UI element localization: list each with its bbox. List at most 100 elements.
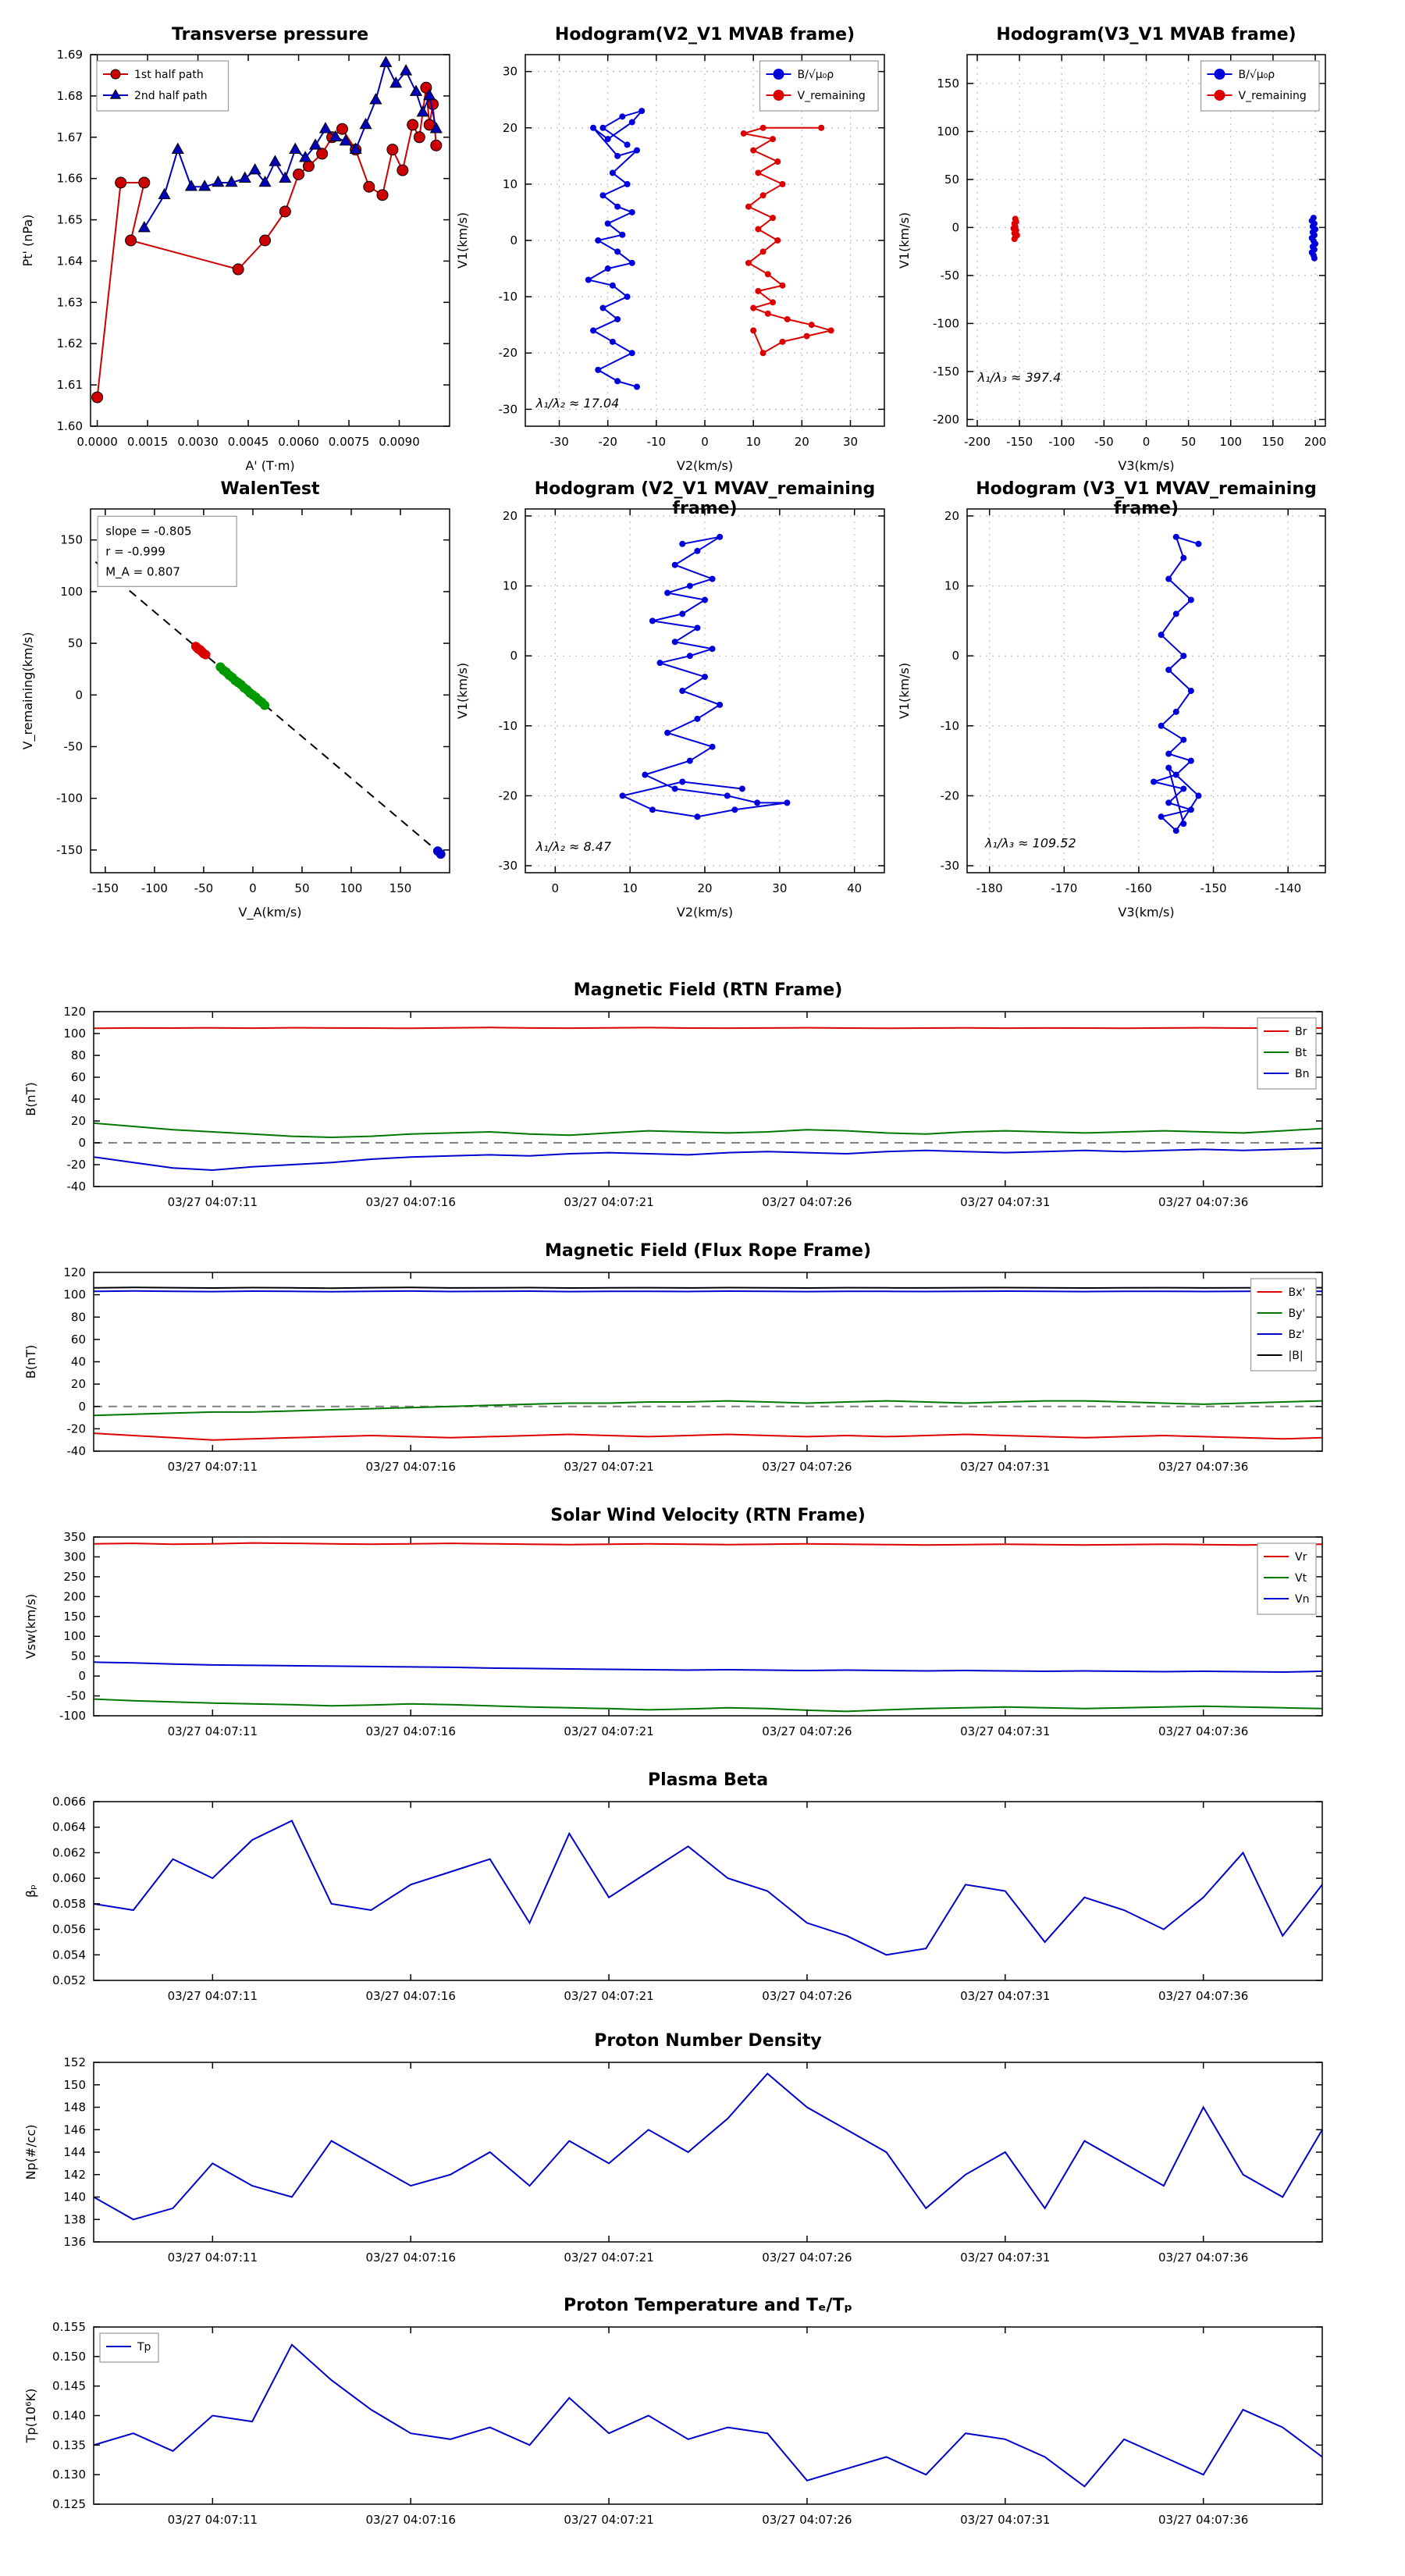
marker-triangle bbox=[429, 122, 443, 133]
marker-dot bbox=[614, 152, 621, 159]
marker-dot bbox=[619, 113, 626, 120]
legend-label: Bz' bbox=[1289, 1329, 1305, 1341]
y-tick-label: 0 bbox=[951, 649, 959, 663]
y-tick-label: -10 bbox=[499, 719, 518, 733]
marker-dot bbox=[664, 729, 671, 736]
x-tick-label: 03/27 04:07:31 bbox=[960, 2513, 1050, 2527]
x-tick-label: 0 bbox=[1143, 435, 1151, 449]
x-tick-label: 03/27 04:07:26 bbox=[762, 1724, 852, 1738]
x-tick-label: -10 bbox=[647, 435, 667, 449]
marker-dot bbox=[724, 792, 731, 799]
y-tick-label: 50 bbox=[68, 636, 83, 650]
x-tick-label: 03/27 04:07:11 bbox=[168, 1460, 258, 1474]
panel-walen-test: -150 -100 -50 0 50 100 150 -150 -100 -50 0 50 100 150… bbox=[20, 508, 450, 920]
marker-dot bbox=[770, 136, 777, 143]
y-tick-label: 152 bbox=[63, 2055, 86, 2069]
marker-dot bbox=[731, 806, 738, 813]
marker-dot bbox=[694, 624, 701, 632]
y-tick-label: 20 bbox=[71, 1377, 86, 1391]
y-axis-label: B(nT) bbox=[23, 1082, 38, 1115]
series-V_remaining bbox=[743, 126, 834, 354]
marker-dot bbox=[1195, 540, 1202, 547]
marker-dot bbox=[755, 226, 762, 233]
marker-dot bbox=[614, 315, 621, 322]
x-tick-label: 03/27 04:07:26 bbox=[762, 2513, 852, 2527]
chart-title-proton-temp: Proton Temperature and Tₑ/Tₚ bbox=[564, 2296, 852, 2315]
y-tick-label: 120 bbox=[63, 1005, 86, 1019]
marker-dot bbox=[773, 69, 784, 80]
marker-dot bbox=[595, 237, 602, 244]
marker-dot bbox=[717, 701, 724, 708]
y-tick-label: 142 bbox=[63, 2168, 86, 2182]
annotation-text: λ₁/λ₂ ≈ 17.04 bbox=[535, 396, 620, 411]
x-tick-label: -150 bbox=[1006, 435, 1033, 449]
marker-circle bbox=[302, 160, 315, 173]
y-tick-label: 50 bbox=[71, 1649, 86, 1663]
y-tick-label: 10 bbox=[503, 579, 518, 593]
panel-hodogram-v2v1-mvab: -30 -20 -10 0 10 20 30 -30 -20 -10 0 10 20 30 V2(km/s)… bbox=[455, 54, 885, 473]
y-tick-label: 80 bbox=[71, 1310, 86, 1324]
marker-circle bbox=[427, 98, 439, 110]
marker-dot bbox=[1214, 90, 1225, 101]
x-tick-label: 03/27 04:07:11 bbox=[168, 1195, 258, 1209]
marker-dot bbox=[784, 315, 791, 322]
y-tick-label: 150 bbox=[63, 1610, 86, 1624]
y-tick-label: 20 bbox=[503, 121, 518, 135]
marker-dot bbox=[436, 849, 446, 859]
marker-dot bbox=[1180, 785, 1187, 792]
x-tick-label: 03/27 04:07:26 bbox=[762, 2250, 852, 2265]
y-tick-label: 148 bbox=[63, 2101, 86, 2115]
series-Bz' bbox=[93, 1290, 1323, 1293]
y-tick-label: -100 bbox=[933, 316, 959, 330]
marker-circle bbox=[397, 164, 409, 176]
marker-dot bbox=[694, 813, 701, 820]
marker-dot bbox=[679, 778, 686, 785]
marker-triangle bbox=[379, 55, 393, 67]
marker-triangle bbox=[389, 76, 403, 88]
axes-frame bbox=[93, 1801, 1323, 1981]
y-tick-label: 150 bbox=[60, 533, 83, 547]
x-tick-label: 03/27 04:07:21 bbox=[564, 1195, 653, 1209]
marker-triangle bbox=[109, 88, 122, 99]
y-axis-label: V1(km/s) bbox=[455, 663, 470, 719]
legend-label: Vn bbox=[1295, 1593, 1309, 1606]
y-axis-label: Pt' (nPa) bbox=[20, 215, 35, 267]
series-Bt bbox=[93, 1122, 1323, 1139]
marker-dot bbox=[770, 215, 777, 222]
marker-circle bbox=[413, 131, 425, 144]
marker-dot bbox=[1195, 792, 1202, 799]
x-tick-label: 20 bbox=[697, 881, 712, 895]
axes-frame bbox=[93, 1536, 1323, 1717]
marker-dot bbox=[1151, 778, 1158, 785]
marker-dot bbox=[1165, 799, 1172, 806]
marker-dot bbox=[750, 304, 757, 311]
marker-dot bbox=[628, 350, 635, 357]
y-axis-label: βₚ bbox=[23, 1884, 38, 1898]
marker-dot bbox=[1165, 667, 1172, 674]
annotation-text: λ₁/λ₂ ≈ 8.47 bbox=[535, 839, 612, 854]
x-tick-label: -170 bbox=[1051, 881, 1077, 895]
marker-dot bbox=[664, 589, 671, 596]
marker-dot bbox=[1158, 813, 1165, 820]
series-Vt bbox=[93, 1698, 1323, 1713]
x-tick-label: -200 bbox=[964, 435, 991, 449]
y-tick-label: 1.65 bbox=[57, 213, 83, 227]
x-tick-label: 03/27 04:07:36 bbox=[1158, 2513, 1248, 2527]
marker-triangle bbox=[158, 187, 171, 200]
marker-dot bbox=[1187, 757, 1194, 764]
x-tick-label: 30 bbox=[772, 881, 787, 895]
chart-title-mag-fluxrope: Magnetic Field (Flux Rope Frame) bbox=[545, 1241, 871, 1261]
y-tick-label: 1.64 bbox=[57, 254, 83, 268]
marker-circle bbox=[316, 148, 329, 160]
panel-vsw-rtn: 03/27 04:07:11 03/27 04:07:16 03/27 04:07:… bbox=[23, 1530, 1323, 1738]
panel-mag-fluxrope: 03/27 04:07:11 03/27 04:07:16 03/27 04:07:… bbox=[23, 1265, 1323, 1474]
series-Tp bbox=[93, 2343, 1323, 2488]
marker-dot bbox=[590, 327, 597, 334]
marker-dot bbox=[717, 533, 724, 540]
marker-dot bbox=[624, 180, 631, 187]
marker-dot bbox=[1180, 820, 1187, 827]
marker-dot bbox=[609, 282, 616, 289]
chart-title-walen-test: WalenTest bbox=[220, 479, 320, 499]
y-tick-label: -100 bbox=[59, 1709, 86, 1723]
axes-frame bbox=[93, 1011, 1323, 1187]
